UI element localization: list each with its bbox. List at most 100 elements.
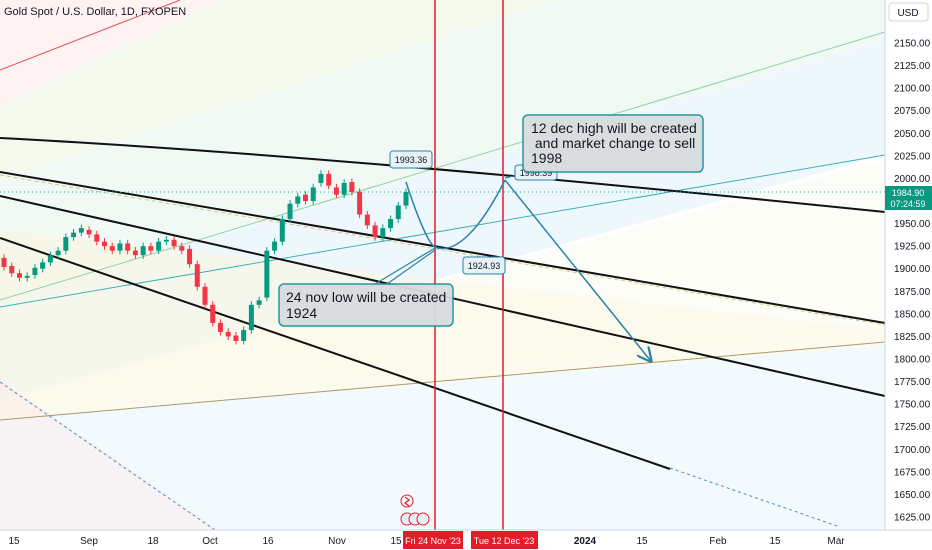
candle-body [388, 219, 394, 229]
time-tick-label: Feb [709, 536, 727, 547]
price-tick-label: 1675.00 [894, 467, 931, 478]
candle-body [71, 232, 77, 238]
fan-lines [0, 0, 886, 531]
price-ticks: 2150.00 2125.00 2100.00 2075.00 2050.00 2025.… [894, 39, 931, 524]
candle-body [16, 273, 22, 278]
price-tick-label: 2025.00 [894, 151, 931, 162]
price-label-1924: 1924.93 [462, 256, 506, 275]
trend-lines [0, 137, 886, 470]
price-tick-label: 1925.00 [894, 242, 931, 253]
candle-body [256, 300, 262, 305]
currency-badge[interactable]: USD [888, 2, 929, 22]
candle-body [364, 214, 370, 226]
svg-text:1924: 1924 [286, 305, 317, 321]
candle-body [194, 264, 200, 287]
candle-body [140, 246, 146, 256]
candle-body [32, 267, 38, 276]
flag-icon [416, 512, 430, 526]
candle-body [102, 241, 107, 247]
candle-body [349, 182, 355, 192]
candle-body [372, 225, 378, 238]
candle-body [264, 250, 270, 298]
svg-text:1924.93: 1924.93 [468, 261, 501, 271]
candle-body [357, 191, 363, 215]
candle-body [303, 194, 308, 201]
candle-body [403, 191, 409, 206]
chart-title: Gold Spot / U.S. Dollar, 1D, FXOPEN [4, 6, 186, 18]
candle-body [148, 246, 154, 251]
price-tick-label: 1700.00 [894, 445, 931, 456]
price-tick-label: 1750.00 [894, 400, 931, 411]
price-tick-label: 1725.00 [894, 422, 931, 433]
candles [1, 170, 409, 345]
note-12-dec[interactable]: 12 dec high will be created and market c… [522, 114, 704, 173]
time-axis[interactable] [0, 530, 932, 550]
svg-text:1993.36: 1993.36 [395, 155, 428, 165]
svg-text:12 dec high will be created: 12 dec high will be created [531, 120, 697, 136]
svg-text:Tue 12 Dec '23: Tue 12 Dec '23 [474, 536, 534, 546]
candle-body [341, 182, 347, 195]
time-ticks: 15 Sep 18 Oct 16 Nov 15 2024 15 Feb 15 Mar [8, 536, 845, 547]
candle-body [94, 234, 100, 242]
candle-body [310, 187, 316, 201]
time-highlight-24-nov: Fri 24 Nov '23 [403, 531, 463, 549]
time-tick-label: 2024 [574, 536, 597, 547]
price-tick-label: 2100.00 [894, 84, 931, 95]
time-tick-label: 15 [636, 536, 648, 547]
candle-body [1, 257, 7, 267]
price-tick-label: 2125.00 [894, 61, 931, 72]
candle-body [132, 250, 138, 256]
candle-body [55, 250, 61, 256]
candle-body [210, 304, 216, 323]
candle-body [233, 335, 239, 341]
time-tick-label: 16 [262, 536, 274, 547]
candle-body [63, 237, 69, 251]
candle-body [295, 196, 301, 204]
candle-body [395, 205, 401, 220]
price-tick-label: 2150.00 [894, 39, 931, 50]
candle-body [86, 229, 92, 235]
price-label-1993: 1993.36 [389, 150, 433, 169]
price-tick-label: 1950.00 [894, 219, 931, 230]
time-tick-label: Mar [827, 536, 845, 547]
price-tick-label: 2075.00 [894, 106, 931, 117]
note-24-nov[interactable]: 24 nov low will be created 1924 [278, 283, 454, 327]
event-icons[interactable] [400, 494, 430, 526]
svg-text:1984.90: 1984.90 [892, 188, 925, 198]
time-tick-label: 15 [8, 536, 20, 547]
time-tick-label: 15 [390, 536, 402, 547]
price-tick-label: 1650.00 [894, 490, 931, 501]
candle-body [171, 239, 177, 247]
candle-body [217, 322, 223, 332]
candle-body [241, 330, 247, 341]
candle-body [125, 243, 131, 251]
candle-body [156, 241, 162, 251]
svg-text:1998.39: 1998.39 [520, 168, 553, 178]
time-tick-label: Nov [328, 536, 346, 547]
candle-body [279, 219, 285, 242]
candle-body [109, 246, 115, 251]
candle-body [187, 248, 193, 265]
candle-body [333, 187, 339, 195]
time-highlight-12-dec: Tue 12 Dec '23 [471, 531, 538, 549]
candle-body [78, 228, 84, 233]
time-tick-label: 15 [769, 536, 781, 547]
candle-body [248, 304, 254, 331]
candle-body [326, 173, 332, 186]
price-axis[interactable] [885, 0, 932, 550]
price-tick-label: 2000.00 [894, 174, 931, 185]
time-tick-label: 18 [147, 536, 159, 547]
candle-body [47, 255, 53, 263]
price-tick-label: 1825.00 [894, 332, 931, 343]
svg-text:1998: 1998 [531, 150, 562, 166]
candle-body [202, 286, 208, 305]
candle-body [318, 173, 324, 183]
svg-text:24 nov low will be created: 24 nov low will be created [286, 289, 446, 305]
price-tick-label: 1875.00 [894, 287, 931, 298]
price-tick-label: 1775.00 [894, 377, 931, 388]
candle-body [225, 331, 231, 337]
background-bands [0, 0, 885, 530]
price-tick-label: 1625.00 [894, 513, 931, 524]
